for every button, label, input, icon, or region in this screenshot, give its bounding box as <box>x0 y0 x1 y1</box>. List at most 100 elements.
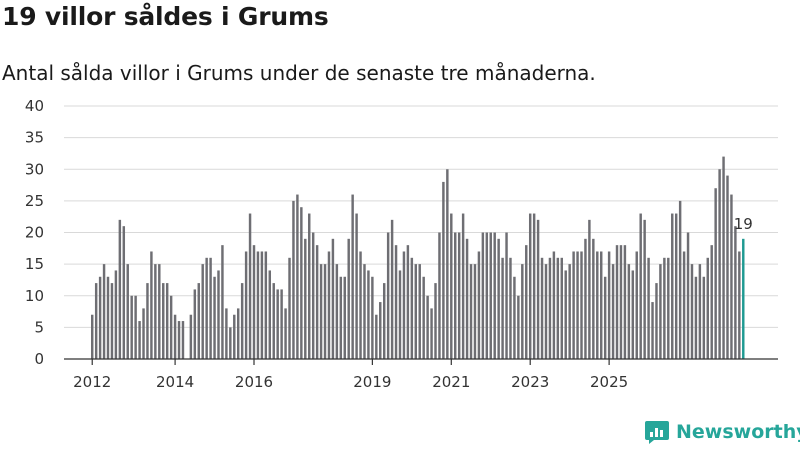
bar <box>252 245 256 359</box>
x-tick-label: 2014 <box>156 373 194 391</box>
bar <box>177 321 181 359</box>
bar <box>584 238 587 359</box>
bar <box>162 283 165 359</box>
bar <box>710 245 713 359</box>
bars <box>91 156 745 360</box>
bar <box>473 264 477 360</box>
bar <box>493 232 496 359</box>
bar <box>398 270 402 359</box>
bar <box>319 264 323 360</box>
y-tick-label: 15 <box>25 255 44 273</box>
bar <box>714 188 717 359</box>
bar <box>169 295 173 359</box>
bar <box>572 251 575 359</box>
bar <box>615 245 619 359</box>
bar <box>347 238 350 359</box>
bar <box>296 194 299 359</box>
bar <box>382 283 386 359</box>
y-tick-label: 0 <box>34 350 44 368</box>
bar <box>742 238 745 359</box>
bar <box>165 283 169 359</box>
bar <box>446 169 449 359</box>
bar <box>339 276 343 359</box>
bar <box>193 289 197 359</box>
bar <box>556 257 560 359</box>
bar <box>513 276 516 359</box>
bar <box>402 251 406 359</box>
bar <box>390 219 394 359</box>
bar <box>674 213 678 359</box>
bar <box>568 264 571 360</box>
bar <box>236 308 240 359</box>
bar <box>142 308 145 359</box>
bar <box>560 257 563 359</box>
bar <box>426 295 429 359</box>
bar <box>256 251 260 359</box>
bar <box>288 257 291 359</box>
y-tick-label: 20 <box>25 224 44 242</box>
bar <box>221 245 224 359</box>
last-value-label: 19 <box>734 215 753 233</box>
y-tick-label: 35 <box>25 129 44 147</box>
bar <box>726 175 729 359</box>
bar <box>122 226 126 359</box>
bar <box>351 194 354 359</box>
y-axis-ticks: 0 5 10 15 20 25 30 35 40 <box>25 97 44 368</box>
y-tick-label: 40 <box>25 97 44 115</box>
bar <box>592 238 595 359</box>
bar <box>694 276 698 359</box>
data-labels: 19 <box>734 215 753 233</box>
bar <box>98 276 102 359</box>
bar <box>94 283 98 359</box>
brand-logo: Newsworthy <box>644 419 800 445</box>
bar <box>146 283 149 359</box>
bar <box>264 251 268 359</box>
bar <box>414 264 417 360</box>
bar <box>284 308 287 359</box>
bar <box>130 295 133 359</box>
bar <box>647 257 650 359</box>
y-tick-label: 30 <box>25 160 44 178</box>
bar <box>205 257 208 359</box>
bar <box>544 264 548 360</box>
bar <box>323 264 327 360</box>
bar <box>134 295 137 359</box>
bar <box>623 245 627 359</box>
bar <box>379 302 382 359</box>
bar <box>114 270 118 359</box>
bar <box>280 289 283 359</box>
bar <box>738 251 741 359</box>
bar <box>663 257 666 359</box>
bar <box>268 270 272 359</box>
bar <box>627 264 631 360</box>
bar <box>477 251 481 359</box>
bar <box>434 283 437 359</box>
bar <box>734 226 737 359</box>
bar <box>292 200 295 360</box>
bar <box>548 257 552 359</box>
bar <box>126 264 129 360</box>
bar <box>331 238 335 359</box>
bar <box>150 251 153 359</box>
bar <box>528 213 532 359</box>
bar <box>406 245 410 359</box>
bar <box>327 251 331 359</box>
bar <box>521 264 524 360</box>
bar <box>359 251 362 359</box>
bar <box>173 314 177 359</box>
bar <box>454 232 457 359</box>
bar <box>248 213 252 359</box>
bar <box>596 251 599 359</box>
bar <box>489 232 492 359</box>
bar <box>217 270 220 359</box>
y-tick-label: 25 <box>25 192 44 210</box>
bar <box>335 264 339 360</box>
y-tick-label: 10 <box>25 287 44 305</box>
bar <box>118 219 122 359</box>
bar <box>201 264 204 360</box>
bar <box>138 321 141 359</box>
chart-title: 19 villor såldes i Grums <box>2 2 329 31</box>
bar <box>355 213 358 359</box>
bar <box>375 314 378 359</box>
